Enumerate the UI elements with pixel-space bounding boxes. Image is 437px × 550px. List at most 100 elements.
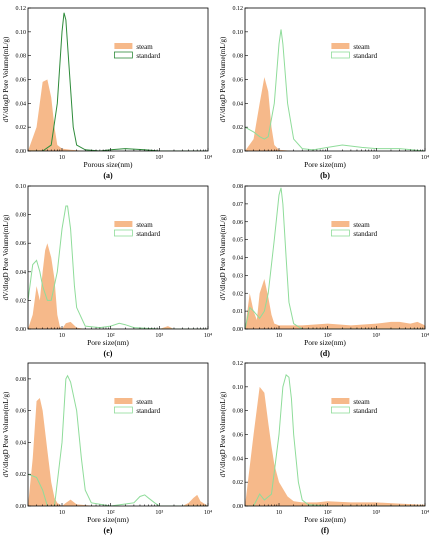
legend-steam-label: steam: [136, 221, 153, 229]
legend-steam-swatch: [114, 221, 133, 227]
legend-steam-swatch: [331, 43, 350, 49]
legend-standard-label: standard: [136, 407, 160, 415]
x-tick-label: 10⁴: [421, 510, 429, 516]
standard-line: [28, 205, 208, 329]
y-tick-label: 0.08: [16, 377, 27, 383]
x-tick-label: 10⁴: [421, 333, 429, 339]
legend-steam-swatch: [331, 398, 350, 404]
legend-steam-label: steam: [353, 398, 370, 406]
panel-6: 0.00 0.02 0.04 0.06 0.08 0.10 0.12 10 10² 10³ 10⁴ P…: [219, 361, 429, 535]
y-tick-label: 0.04: [16, 440, 27, 446]
y-tick-label: 0.00: [16, 504, 27, 510]
y-tick-label: 0.06: [233, 220, 244, 226]
y-tick-label: 0.06: [233, 78, 244, 84]
y-tick-label: 0.01: [233, 309, 244, 315]
y-tick-label: 0.03: [233, 273, 244, 279]
y-tick-label: 0.08: [16, 54, 27, 60]
panel-label: (e): [104, 526, 113, 535]
panel-2: 0.00 0.02 0.04 0.06 0.08 0.10 0.12 10 10² 10³ 10⁴ P…: [219, 6, 429, 180]
standard-line: [245, 187, 425, 329]
panel-3: 0.00 0.02 0.04 0.06 0.08 0.10 10 10² 10³ 10⁴ Pore …: [2, 184, 212, 358]
x-tick-label: 10: [276, 155, 282, 161]
steam-area: [28, 397, 208, 506]
y-tick-label: 0.06: [16, 78, 27, 84]
y-tick-label: 0.02: [233, 125, 244, 131]
panel-label: (f): [321, 526, 329, 535]
y-axis-title: dV/dlogD Pore Volume(mL/g): [2, 36, 10, 122]
panel-label: (b): [320, 171, 330, 180]
y-tick-label: 0.05: [233, 238, 244, 244]
steam-area: [245, 77, 328, 151]
y-axis-title: dV/dlogD Pore Volume(mL/g): [2, 214, 10, 300]
standard-line: [28, 12, 208, 151]
y-tick-label: 0.04: [233, 456, 244, 462]
y-tick-label: 0.00: [233, 327, 244, 333]
y-tick-label: 0.07: [233, 202, 244, 208]
y-tick-label: 0.12: [233, 6, 244, 12]
steam-area: [245, 278, 425, 329]
y-tick-label: 0.08: [233, 54, 244, 60]
x-tick-label: 10⁴: [204, 155, 212, 161]
legend-steam-swatch: [114, 398, 133, 404]
x-axis-title: Pore size(nm): [87, 515, 129, 524]
y-tick-label: 0.08: [233, 184, 244, 190]
legend-standard-swatch: [114, 229, 133, 237]
legend-standard-label: standard: [353, 407, 377, 415]
legend-standard-label: standard: [353, 52, 377, 60]
y-tick-label: 0.12: [233, 361, 244, 367]
legend-steam-label: steam: [353, 221, 370, 229]
legend-steam-label: steam: [136, 43, 153, 51]
y-tick-label: 0.02: [16, 125, 27, 131]
y-tick-label: 0.04: [233, 101, 244, 107]
y-tick-label: 0.10: [16, 30, 27, 36]
y-axis-title: dV/dlogD Pore Volume(mL/g): [219, 214, 227, 300]
x-tick-label: 10³: [155, 155, 163, 161]
panel-4: 0.00 0.01 0.02 0.03 0.04 0.05 0.06 0.07 0.08 10 10…: [219, 184, 429, 358]
x-tick-label: 10²: [107, 510, 115, 516]
standard-line: [245, 374, 425, 506]
x-axis-title: Pore size(nm): [304, 338, 346, 347]
y-axis-title: dV/dlogD Pore Volume(mL/g): [219, 391, 227, 477]
x-axis-title: Pore size(nm): [304, 515, 346, 524]
legend-standard-swatch: [114, 406, 133, 414]
plot-frame: [27, 362, 209, 507]
y-tick-label: 0.02: [233, 291, 244, 297]
plot-frame: [27, 185, 209, 330]
x-tick-label: 10: [276, 333, 282, 339]
legend-standard-label: standard: [353, 230, 377, 238]
legend-steam-swatch: [114, 43, 133, 49]
y-tick-label: 0.04: [233, 256, 244, 262]
legend-standard-label: standard: [136, 230, 160, 238]
y-tick-label: 0.08: [16, 213, 27, 219]
x-tick-label: 10²: [324, 155, 332, 161]
x-tick-label: 10²: [324, 510, 332, 516]
x-tick-label: 10: [276, 510, 282, 516]
y-tick-label: 0.06: [233, 433, 244, 439]
plot-frame: [244, 7, 426, 152]
standard-line: [245, 29, 425, 151]
y-tick-label: 0.12: [16, 6, 27, 12]
legend-steam-label: steam: [136, 398, 153, 406]
y-tick-label: 0.00: [16, 327, 27, 333]
panel-1: 0.00 0.02 0.04 0.06 0.08 0.10 0.12 10 10² 10³ 10⁴ P…: [2, 6, 212, 180]
y-tick-label: 0.10: [16, 184, 27, 190]
x-tick-label: 10⁴: [204, 333, 212, 339]
legend-standard-label: standard: [136, 52, 160, 60]
legend-standard-swatch: [330, 229, 350, 237]
y-tick-label: 0.02: [16, 472, 27, 478]
x-tick-label: 10: [59, 155, 65, 161]
panel-5: 0.00 0.02 0.04 0.06 0.08 10 10² 10³ 10⁴ Pore size…: [2, 362, 212, 535]
standard-line: [28, 374, 208, 506]
panel-label: (d): [320, 349, 330, 358]
y-tick-label: 0.00: [233, 149, 244, 155]
y-tick-label: 0.10: [233, 385, 244, 391]
y-tick-label: 0.04: [16, 270, 27, 276]
y-tick-label: 0.02: [233, 480, 244, 486]
y-tick-label: 0.04: [16, 101, 27, 107]
x-tick-label: 10⁴: [204, 510, 212, 516]
x-tick-label: 10³: [372, 333, 380, 339]
x-tick-label: 10: [59, 333, 65, 339]
y-axis-title: dV/dlogD Pore Volume(mL/g): [219, 36, 227, 122]
legend-steam-swatch: [331, 221, 350, 227]
y-tick-label: 0.10: [233, 30, 244, 36]
